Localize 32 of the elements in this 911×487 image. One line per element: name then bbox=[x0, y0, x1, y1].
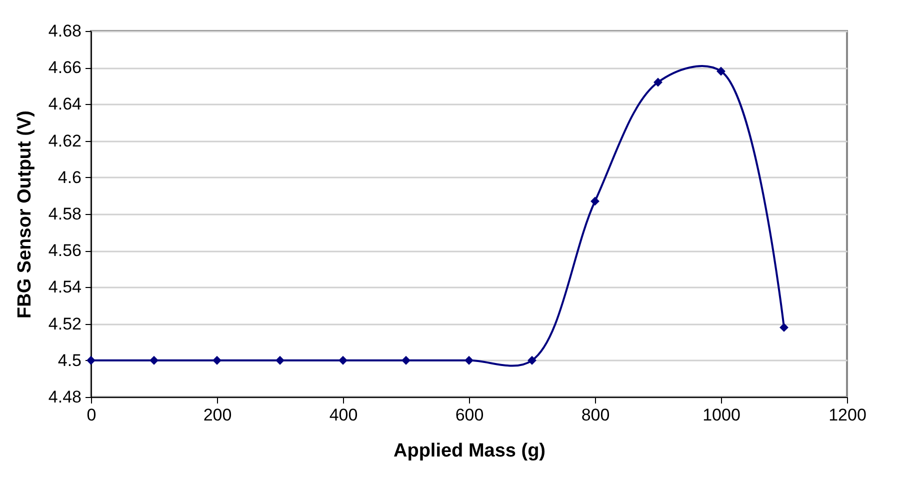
point bbox=[654, 78, 662, 87]
point bbox=[780, 322, 788, 332]
y-tick-label: 4.52 bbox=[48, 314, 82, 334]
point bbox=[276, 356, 284, 365]
x-tick-label: 600 bbox=[455, 406, 484, 424]
y-tick-label: 4.58 bbox=[48, 204, 82, 224]
y-tick-label: 4.6 bbox=[58, 168, 82, 187]
point bbox=[86, 356, 96, 365]
x-tick-label: 1000 bbox=[702, 406, 740, 424]
y-tick-label: 4.64 bbox=[48, 94, 82, 114]
point bbox=[150, 356, 158, 365]
point bbox=[464, 356, 474, 365]
y-tick-label: 4.66 bbox=[48, 58, 82, 78]
point bbox=[590, 196, 600, 206]
y-tick-label: 4.48 bbox=[48, 388, 82, 406]
x-axis-title: Applied Mass (g) bbox=[393, 440, 546, 462]
y-tick-label: 4.54 bbox=[48, 278, 82, 297]
point bbox=[402, 356, 410, 365]
point bbox=[212, 356, 222, 365]
point bbox=[528, 356, 536, 365]
x-tick-label: 200 bbox=[203, 406, 232, 424]
x-tick-label: 0 bbox=[86, 406, 96, 424]
y-axis-title: FBG Sensor Output (V) bbox=[14, 110, 36, 318]
point bbox=[338, 356, 348, 365]
x-tick-label: 800 bbox=[581, 406, 610, 424]
x-tick-label: 400 bbox=[329, 406, 358, 424]
point bbox=[716, 66, 726, 76]
y-tick-label: 4.5 bbox=[58, 350, 82, 370]
y-tick-label: 4.62 bbox=[48, 131, 82, 150]
y-tick-label: 4.56 bbox=[48, 241, 82, 260]
y-tick-label: 4.68 bbox=[48, 22, 82, 40]
x-tick-label: 1200 bbox=[828, 406, 866, 424]
